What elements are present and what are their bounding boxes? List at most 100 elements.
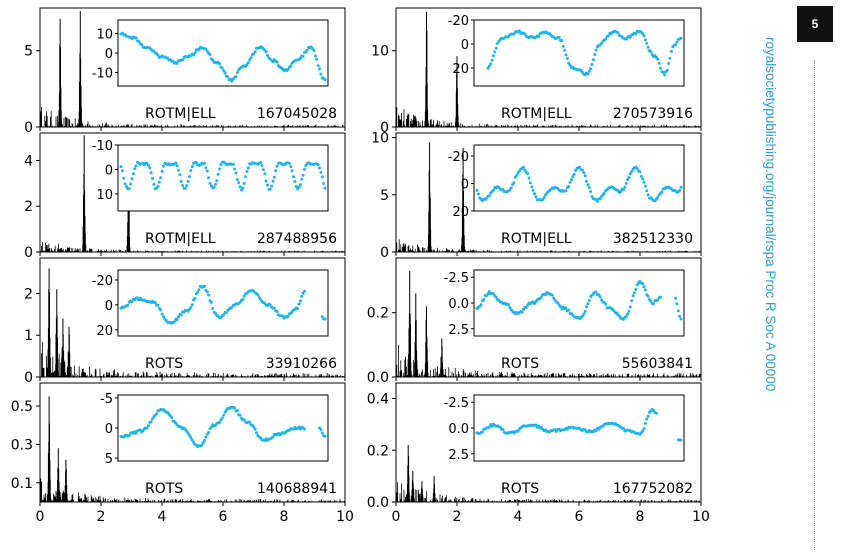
lightcurve-point [156, 303, 160, 307]
lightcurve-point [296, 307, 300, 311]
lightcurve-point [156, 184, 160, 188]
lightcurve-point [557, 35, 561, 39]
lightcurve-point [235, 178, 239, 181]
lightcurve-point [594, 429, 598, 433]
inset-y-tick-label: -2.5 [444, 396, 469, 411]
lightcurve-point [643, 421, 647, 425]
lightcurve-point [297, 185, 301, 189]
lightcurve-point [567, 184, 571, 188]
lightcurve-point [207, 176, 211, 180]
lightcurve-point [550, 293, 554, 297]
inset-y-tick-label: 20 [452, 205, 469, 220]
lightcurve-point [493, 50, 497, 54]
lightcurve-point [146, 163, 150, 167]
periodogram-peak-0 [423, 11, 430, 127]
x-tick-label: 6 [575, 509, 584, 525]
lightcurve-point [215, 179, 219, 183]
x-tick-label: 8 [636, 509, 645, 525]
lightcurve-point [617, 314, 621, 318]
lightcurve-point [300, 294, 304, 298]
lightcurve-point [140, 43, 143, 47]
lightcurve-point [249, 56, 253, 60]
panel-star-id: 382512330 [613, 231, 693, 247]
lightcurve-point [286, 68, 290, 71]
x-tick-label: 4 [514, 509, 523, 525]
lightcurve-point [197, 48, 201, 52]
lightcurve-point [131, 172, 135, 176]
y-tick-label: 0.5 [11, 399, 33, 415]
lightcurve-point [319, 72, 323, 76]
lightcurve-point [587, 299, 591, 302]
lightcurve-point [641, 282, 645, 286]
lightcurve-point [203, 161, 206, 165]
inset-y-tick-label: 0 [105, 47, 113, 62]
lightcurve-point [190, 438, 194, 442]
lightcurve-point [194, 161, 198, 164]
y-tick-label: 0.3 [11, 437, 33, 453]
lightcurve-point [181, 58, 185, 62]
lightcurve-point [130, 300, 134, 304]
lightcurve-point [300, 177, 304, 181]
lightcurve-point [266, 53, 269, 57]
lightcurve-point [160, 169, 164, 173]
lightcurve-point [220, 66, 224, 70]
lightcurve-point [534, 423, 538, 427]
lightcurve-point [679, 438, 683, 442]
lightcurve-point [570, 178, 573, 182]
lightcurve-point [660, 190, 664, 194]
inset-y-tick-label: -20 [448, 150, 469, 165]
lightcurve-point [616, 31, 620, 35]
lightcurve-point [297, 302, 301, 306]
lightcurve-point [675, 302, 679, 306]
lightcurve-point [235, 71, 239, 74]
inset-y-tick-label: -10 [92, 139, 113, 154]
lightcurve-point [298, 183, 302, 187]
lightcurve-point [205, 169, 209, 173]
lightcurve-point [120, 169, 124, 173]
lightcurve-point [157, 180, 161, 184]
lightcurve-point [561, 44, 565, 48]
lightcurve-point [231, 162, 235, 166]
panel-star-id: 270573916 [613, 106, 693, 122]
lightcurve-point [602, 191, 606, 195]
lightcurve-point [238, 413, 242, 417]
panel-class-label: ROTS [145, 481, 183, 497]
lightcurve-point [656, 298, 660, 302]
lightcurve-point [604, 37, 608, 41]
lightcurve-point [509, 186, 513, 190]
lightcurve-point [125, 185, 128, 188]
lightcurve-point [211, 58, 215, 62]
lightcurve-point [220, 416, 224, 420]
lightcurve-point [209, 300, 213, 304]
periodogram-peak-3 [439, 338, 445, 377]
inset-y-tick-label: 0.0 [448, 297, 469, 312]
lightcurve-point [207, 431, 211, 434]
lightcurve-point [179, 179, 183, 183]
side-journal-citation[interactable]: royalsocietypublishing.org/journal/rspa … [762, 37, 778, 537]
lightcurve-point [628, 305, 632, 309]
inset-y-tick-label: -2.5 [444, 271, 469, 286]
lightcurve-point [271, 179, 275, 183]
lightcurve-point [313, 54, 317, 58]
lightcurve-point [656, 57, 660, 61]
lightcurve-point [174, 161, 178, 165]
lightcurve-point [528, 181, 532, 185]
inset-y-tick-label: 10 [96, 188, 113, 203]
inset-y-tick-label: -5 [100, 392, 113, 407]
lightcurve-point [234, 75, 238, 79]
lightcurve-point [257, 296, 261, 300]
panel-3: 0 5 10 ROTM|ELL 382512330 -20 0 20 [371, 131, 702, 261]
inset-y-tick-label: 5 [105, 452, 113, 467]
lightcurve-point [626, 312, 630, 316]
lightcurve-point [134, 431, 138, 435]
lightcurve-point [641, 177, 645, 181]
journal-url-link[interactable]: royalsocietypublishing.org/journal/rspa [763, 37, 778, 267]
lightcurve-point [565, 57, 569, 60]
lightcurve-point [146, 424, 150, 428]
panel-class-label: ROTM|ELL [145, 231, 216, 247]
periodogram-peak-0 [57, 18, 63, 127]
lightcurve-point [190, 303, 194, 307]
panel-star-id: 33910266 [266, 356, 337, 372]
lightcurve-point [185, 184, 189, 187]
